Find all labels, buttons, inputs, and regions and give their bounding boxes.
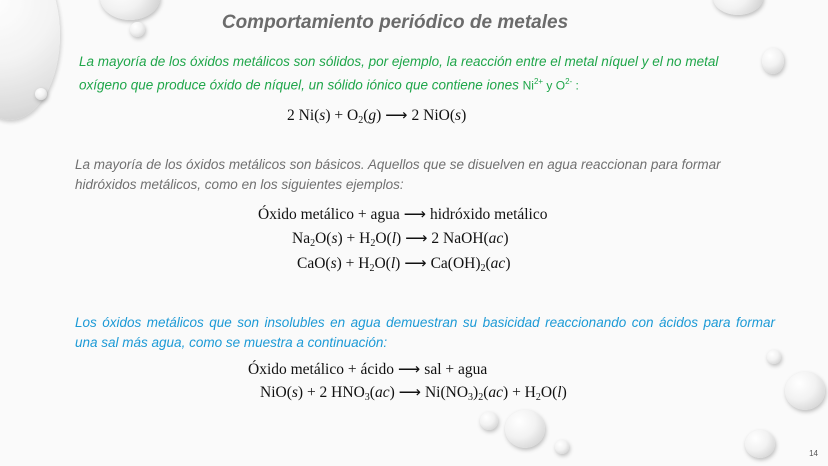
equation-segment: 2 NaOH( (431, 230, 489, 247)
decorative-bubble (713, 0, 763, 15)
equation-segment: ) (389, 384, 395, 401)
equation-segment: ac (490, 255, 506, 272)
decorative-bubble (745, 430, 775, 458)
equation-calcium-oxide: CaO(s) + H2O(l) ⟶ Ca(OH)2(ac) (297, 254, 510, 274)
equation-segment: 2 NiO( (411, 107, 456, 124)
equation-segment: Óxido metálico + ácido (248, 361, 395, 378)
equation-segment: s (319, 107, 326, 124)
equation-general-acid: Óxido metálico + ácido ⟶ sal + agua (248, 360, 487, 379)
arrow-icon: ⟶ (385, 107, 408, 124)
equation-segment: l (557, 384, 562, 401)
ion-oxide-charge: 2- (565, 77, 573, 86)
arrow-icon: ⟶ (403, 206, 426, 223)
equation-segment: ) (503, 230, 509, 247)
equation-segment: ) (376, 107, 382, 124)
equation-segment: Ni(NO (424, 384, 469, 401)
decorative-bubble (505, 410, 545, 448)
arrow-icon: ⟶ (405, 230, 428, 247)
equation-nickel-oxygen: 2 Ni(s) + O2(g) ⟶ 2 NiO(s) (287, 106, 466, 126)
equation-segment: s (455, 107, 462, 124)
equation-segment: ac (488, 230, 504, 247)
equation-sodium-oxide: Na2O(s) + H2O(l) ⟶ 2 NaOH(ac) (292, 229, 508, 249)
equation-segment: ) + H (336, 255, 370, 272)
equation-segment: O( (374, 255, 391, 272)
equation-segment: ) (395, 255, 401, 272)
paragraph-oxides-basic: La mayoría de los óxidos metálicos son b… (75, 157, 721, 192)
arrow-icon: ⟶ (404, 255, 427, 272)
equation-segment: hidróxido metálico (429, 206, 548, 223)
paragraph-oxides-acid: Los óxidos metálicos que son insolubles … (75, 315, 775, 350)
equation-segment: l (390, 255, 396, 272)
decorative-bubble (480, 412, 498, 430)
equation-segment: ( (485, 255, 491, 272)
decorative-bubble (35, 88, 47, 100)
equation-segment: ) + H (503, 384, 536, 401)
equation-segment: s (291, 384, 298, 401)
decorative-bubble (785, 372, 825, 410)
equation-segment: ac (488, 384, 504, 401)
decorative-bubble (555, 440, 569, 454)
equation-segment: 3 (364, 392, 370, 403)
decorative-bubble (762, 48, 784, 74)
equation-segment: ) (461, 107, 467, 124)
paragraph-text: La mayoría de los óxidos metálicos son s… (79, 54, 719, 93)
equation-segment: Óxido metálico + agua (258, 206, 400, 223)
ion-nickel: Ni (522, 78, 534, 93)
decorative-bubble (100, 0, 160, 20)
equation-segment: sal + agua (424, 361, 488, 378)
paragraph-oxides-solid: La mayoría de los óxidos metálicos son s… (79, 52, 769, 96)
equation-segment: ) (505, 255, 511, 272)
equation-segment: ac (374, 384, 390, 401)
slide-title: Comportamiento periódico de metales (221, 12, 569, 33)
equation-segment: Na (292, 230, 311, 247)
equation-segment: 2 (310, 238, 316, 249)
page-number: 14 (809, 449, 818, 458)
equation-segment: 2 (358, 115, 364, 126)
equation-segment: 2 (369, 263, 375, 274)
paragraph-end: : (572, 78, 579, 93)
conjunction: y (543, 78, 556, 93)
equation-segment: O( (375, 230, 392, 247)
equation-segment: ) + H (337, 230, 371, 247)
equation-segment: ) + 2 HNO (297, 384, 365, 401)
equation-segment: 2 (480, 263, 486, 274)
equation-segment: 3 (468, 392, 474, 403)
arrow-icon: ⟶ (398, 361, 421, 378)
equation-segment: ( (363, 107, 369, 124)
decorative-bubble (767, 350, 781, 364)
equation-segment: s (331, 230, 338, 247)
decorative-bubble (130, 22, 145, 37)
equation-segment: ) (561, 384, 567, 401)
equation-segment: O( (540, 384, 558, 401)
equation-segment: ) + O (325, 107, 359, 124)
equation-segment: 2 Ni( (287, 107, 320, 124)
equation-segment: ) (396, 230, 402, 247)
equation-segment: ( (483, 384, 489, 401)
ion-nickel-charge: 2+ (533, 77, 544, 86)
equation-segment: O( (315, 230, 332, 247)
equation-segment: l (391, 230, 397, 247)
equation-segment: s (330, 255, 337, 272)
equation-segment: NiO( (260, 384, 292, 401)
ion-oxide: O (555, 78, 566, 93)
arrow-icon: ⟶ (398, 384, 421, 401)
equation-segment: ) (473, 384, 479, 401)
equation-nickel-nitric: NiO(s) + 2 HNO3(ac) ⟶ Ni(NO3)2(ac) + H2O(l… (260, 383, 567, 403)
equation-segment: CaO( (297, 255, 331, 272)
equation-segment: 2 (370, 238, 376, 249)
equation-segment: g (368, 107, 377, 124)
equation-segment: 2 (478, 392, 484, 403)
equation-general-water: Óxido metálico + agua ⟶ hidróxido metálico (258, 205, 548, 224)
equation-segment: ( (369, 384, 375, 401)
equation-segment: 2 (535, 392, 541, 403)
equation-segment: Ca(OH) (430, 255, 481, 272)
